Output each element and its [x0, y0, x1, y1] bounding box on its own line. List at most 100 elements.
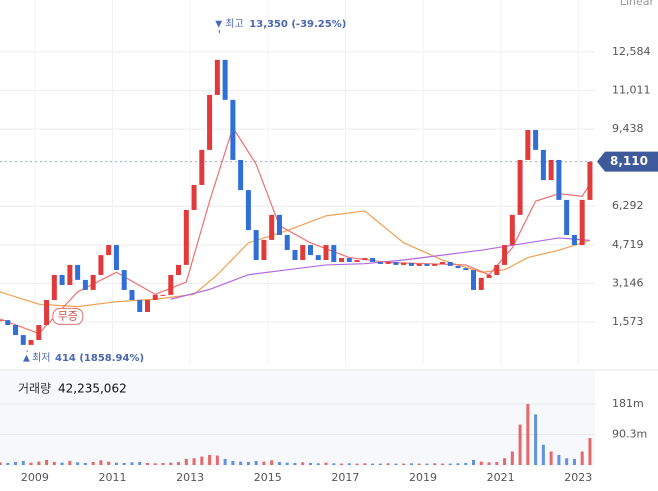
volume-bar [301, 462, 305, 465]
volume-bar [153, 463, 157, 465]
x-tick-label: 2021 [487, 471, 515, 484]
high-label: 13,350 (-39.25%) [249, 19, 346, 30]
candle [494, 264, 500, 275]
volume-bar [239, 461, 243, 465]
candle [571, 234, 577, 246]
volume-bar [29, 462, 33, 465]
x-tick-label: 2011 [99, 471, 127, 484]
candle [207, 94, 213, 150]
volume-bar [440, 463, 444, 465]
candle [137, 299, 143, 313]
candle [525, 130, 531, 160]
volume-bar [122, 462, 126, 465]
volume-bar [487, 462, 491, 465]
candle [214, 59, 220, 95]
candle [59, 274, 65, 286]
candle [245, 190, 251, 231]
candle [44, 299, 50, 326]
volume-bar [223, 458, 227, 465]
volume-bar [107, 461, 111, 465]
candle [424, 263, 430, 266]
volume-bar [91, 461, 95, 465]
candle [199, 149, 205, 185]
candle [579, 199, 585, 246]
volume-bar [557, 454, 561, 465]
x-tick-label: 2013 [176, 471, 204, 484]
volume-bar [37, 461, 41, 465]
volume-bar [130, 462, 134, 465]
candle [191, 184, 197, 210]
candle [370, 258, 376, 262]
volume-total: 42,235,062 [58, 382, 127, 396]
candle [144, 299, 150, 313]
volume-bar [340, 463, 344, 465]
candle [168, 274, 174, 295]
high-marker: ▼ [215, 20, 222, 30]
volume-bar [68, 460, 72, 465]
volume-bar [363, 463, 367, 465]
volume-bar [208, 454, 212, 465]
low-prefix: 최저 [32, 352, 50, 364]
candle [176, 264, 182, 275]
candle [75, 264, 81, 280]
volume-bar [510, 451, 514, 465]
volume-bar [262, 461, 266, 465]
volume-bar [184, 458, 188, 465]
y-tick-label: 12,584 [612, 45, 651, 58]
volume-bar [347, 463, 351, 465]
volume-bar [495, 461, 499, 465]
volume-bar [0, 462, 2, 465]
volume-bar [169, 462, 173, 465]
x-tick-label: 2017 [331, 471, 359, 484]
annotation: 무증 [58, 309, 78, 322]
candle [540, 149, 546, 181]
volume-bar [21, 460, 25, 465]
candle [230, 99, 236, 160]
volume-bar [371, 463, 375, 465]
volume-bar [309, 462, 313, 465]
volume-tick-label: 181m [612, 397, 644, 410]
volume-panel [0, 370, 595, 466]
volume-bar [246, 461, 250, 465]
volume-bar [378, 463, 382, 465]
candle [20, 335, 26, 345]
x-tick-label: 2023 [564, 471, 592, 484]
candle [129, 289, 135, 300]
candle [439, 261, 445, 264]
volume-bar [572, 458, 576, 465]
candle [315, 255, 321, 261]
candle [261, 239, 267, 261]
volume-bar [285, 462, 289, 465]
candle [308, 245, 314, 256]
candle [160, 294, 166, 296]
volume-bar [503, 458, 507, 465]
candle [292, 249, 298, 261]
candle [238, 159, 244, 191]
x-tick-label: 2009 [21, 471, 49, 484]
volume-bar [394, 463, 398, 465]
volume-bar [526, 403, 530, 465]
volume-bar [177, 461, 181, 465]
volume-bar [76, 462, 80, 465]
volume-tick-label: 90.3m [612, 428, 647, 441]
candle [377, 261, 383, 264]
volume-bar [541, 444, 545, 465]
moving-average [0, 210, 591, 308]
candle [509, 214, 515, 246]
candle [401, 262, 407, 265]
candle [385, 261, 391, 264]
volume-bar [433, 463, 437, 465]
annotation-box [52, 307, 84, 325]
volume-bar [316, 463, 320, 465]
candle [113, 245, 119, 271]
candle [121, 270, 127, 290]
candle [222, 59, 228, 100]
volume-bar [277, 461, 281, 465]
low-label: 414 (1858.94%) [55, 353, 144, 364]
candle [284, 234, 290, 250]
candle [533, 130, 539, 150]
candle [51, 274, 57, 300]
volume-bar [60, 462, 64, 465]
candle [5, 320, 11, 326]
